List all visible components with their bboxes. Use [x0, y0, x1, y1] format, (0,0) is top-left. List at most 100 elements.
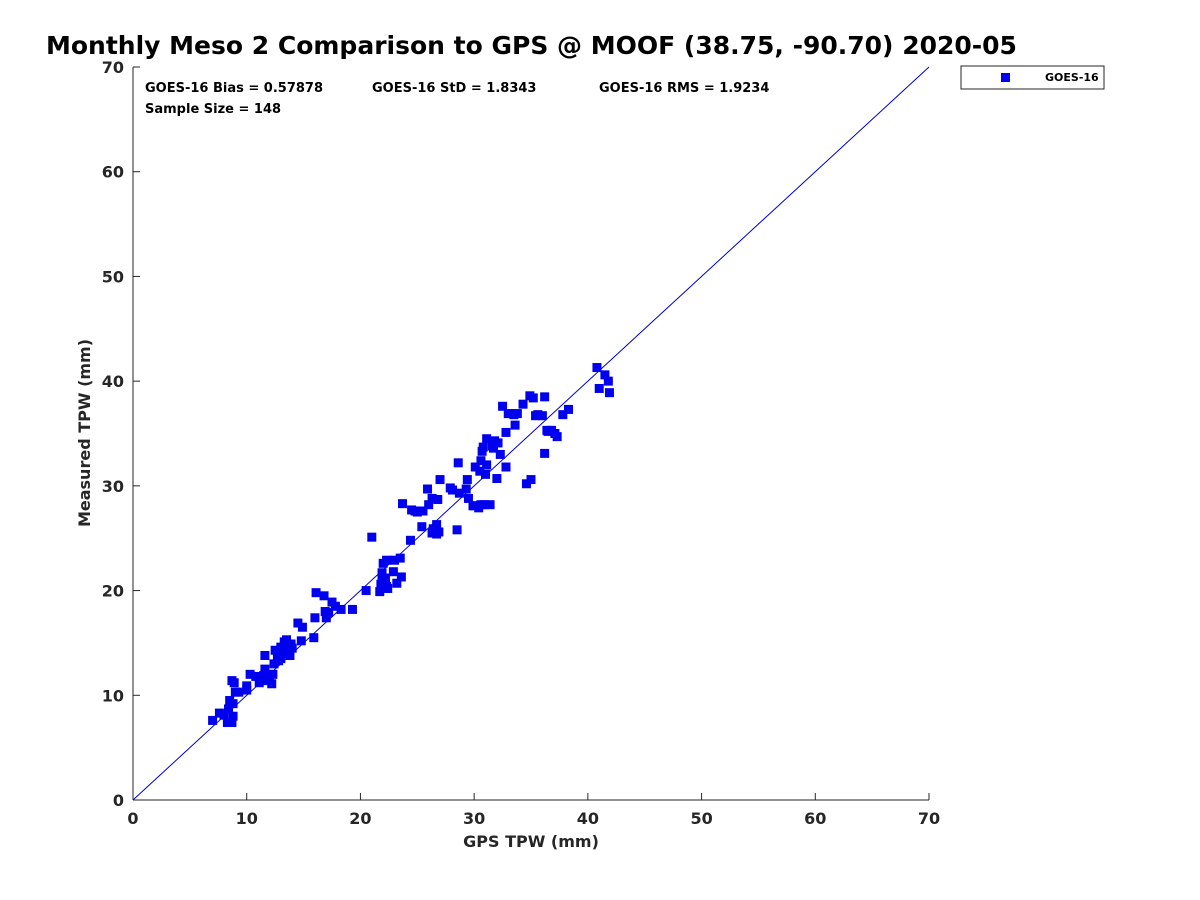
data-point — [214, 708, 224, 718]
legend: GOES-16 — [960, 65, 1105, 90]
data-point — [224, 704, 234, 714]
y-axis-ticks: 0 10 20 30 40 50 60 70 — [102, 58, 140, 810]
data-point — [417, 522, 427, 532]
data-point — [234, 687, 244, 697]
legend-box — [960, 65, 1105, 90]
data-point — [603, 376, 613, 386]
data-point — [293, 618, 303, 628]
data-point — [558, 410, 568, 420]
data-point — [462, 475, 472, 485]
data-point — [379, 582, 389, 592]
data-point — [427, 493, 437, 503]
data-point — [452, 525, 462, 535]
data-point — [482, 434, 492, 444]
data-point — [418, 506, 428, 516]
data-point — [592, 363, 602, 373]
x-axis-ticks: 0 10 20 30 40 50 60 70 — [127, 793, 940, 828]
data-point — [398, 499, 408, 509]
data-point — [424, 500, 434, 510]
data-point — [521, 479, 531, 489]
y-tick-label: 70 — [102, 58, 124, 77]
x-tick-label: 30 — [463, 809, 485, 828]
data-point — [518, 399, 528, 409]
data-point — [361, 586, 371, 596]
data-point — [282, 635, 292, 645]
data-point — [388, 567, 398, 577]
data-point — [367, 532, 377, 542]
data-point — [284, 647, 294, 657]
data-point — [503, 409, 513, 419]
data-point — [380, 573, 390, 583]
x-tick-label: 60 — [804, 809, 826, 828]
data-point — [242, 681, 252, 691]
y-axis-label: Measured TPW (mm) — [75, 339, 94, 527]
data-point — [336, 604, 346, 614]
data-point — [432, 520, 442, 530]
data-point — [468, 501, 478, 511]
data-point — [320, 607, 330, 617]
data-point — [319, 591, 329, 601]
data-point — [470, 462, 480, 472]
data-point — [377, 568, 387, 578]
legend-label-goes16: GOES-16 — [1045, 71, 1099, 84]
data-point — [208, 715, 218, 725]
plot-frame — [132, 67, 929, 801]
data-point — [485, 500, 495, 510]
y-tick-label: 30 — [102, 477, 124, 496]
data-point — [454, 488, 464, 498]
data-point — [476, 456, 486, 466]
x-axis-label: GPS TPW (mm) — [463, 832, 599, 851]
data-point — [526, 475, 536, 485]
data-point — [259, 670, 269, 680]
data-point — [392, 578, 402, 588]
data-point — [508, 409, 518, 419]
data-point — [260, 664, 270, 674]
data-point — [435, 475, 445, 485]
data-point — [552, 432, 562, 442]
data-point — [311, 588, 321, 598]
stat-std-annotation: GOES-16 StD = 1.8343 — [372, 81, 536, 96]
data-point — [448, 485, 458, 495]
data-point — [481, 469, 491, 479]
data-point — [330, 601, 340, 611]
data-point — [222, 718, 232, 728]
data-point — [276, 642, 286, 652]
data-point — [533, 410, 543, 420]
data-point — [260, 650, 270, 660]
data-point — [463, 493, 473, 503]
legend-marker — [1001, 73, 1010, 82]
data-point — [251, 671, 261, 681]
x-tick-label: 0 — [127, 809, 138, 828]
data-point — [482, 460, 492, 470]
data-point — [347, 604, 357, 614]
data-point — [269, 659, 279, 669]
y-tick-label: 20 — [102, 582, 124, 601]
data-point — [390, 555, 400, 565]
data-point — [280, 640, 290, 650]
y-tick-label: 50 — [102, 267, 124, 286]
y-tick-label: 60 — [102, 163, 124, 182]
data-point — [492, 474, 502, 484]
x-tick-label: 40 — [577, 809, 599, 828]
chart-title: Monthly Meso 2 Comparison to GPS @ MOOF … — [46, 31, 1017, 60]
data-point — [461, 484, 471, 494]
stat-rms-annotation: GOES-16 RMS = 1.9234 — [599, 81, 769, 96]
data-point — [219, 710, 229, 720]
data-point — [564, 404, 574, 414]
data-point — [272, 650, 282, 660]
data-point — [423, 484, 433, 494]
stat-bias-annotation: GOES-16 Bias = 0.57878 — [145, 81, 323, 96]
data-point — [267, 679, 277, 689]
data-point — [228, 711, 238, 721]
data-point — [594, 383, 604, 393]
data-point — [479, 500, 489, 510]
data-point — [310, 613, 320, 623]
data-point — [475, 466, 485, 476]
data-point — [495, 449, 505, 459]
reference-line-layer — [132, 66, 930, 801]
data-point — [410, 506, 420, 516]
y-tick-label: 40 — [102, 372, 124, 391]
data-point — [229, 678, 239, 688]
data-point — [604, 388, 614, 398]
data-point — [498, 401, 508, 411]
